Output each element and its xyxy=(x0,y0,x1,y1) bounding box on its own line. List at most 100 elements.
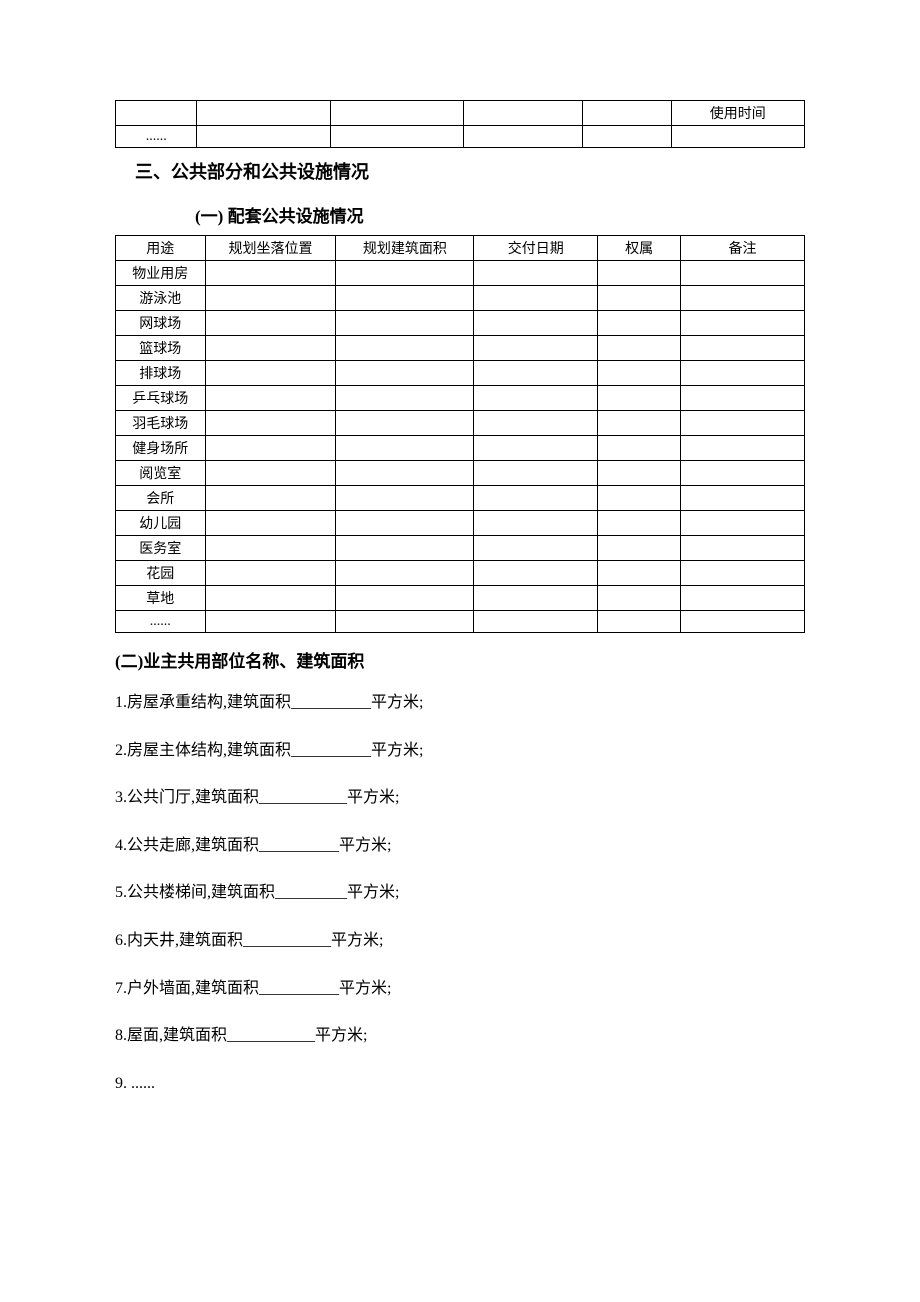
table-row: 草地 xyxy=(116,586,805,611)
table-cell xyxy=(336,611,474,633)
table-cell xyxy=(598,286,681,311)
table-cell xyxy=(205,586,336,611)
table-cell xyxy=(474,386,598,411)
table-cell xyxy=(474,311,598,336)
table-cell xyxy=(598,486,681,511)
table-row: 会所 xyxy=(116,486,805,511)
table-cell xyxy=(474,286,598,311)
table-header-cell: 权属 xyxy=(598,236,681,261)
subsection-1-heading: (一) 配套公共设施情况 xyxy=(195,202,805,227)
table-cell xyxy=(336,311,474,336)
table-cell xyxy=(680,561,804,586)
table-cell: 幼儿园 xyxy=(116,511,206,536)
table-cell xyxy=(336,586,474,611)
table-cell xyxy=(205,286,336,311)
table-row: 游泳池 xyxy=(116,286,805,311)
table-cell xyxy=(598,361,681,386)
table-cell xyxy=(680,611,804,633)
table-cell: 草地 xyxy=(116,586,206,611)
table-header-cell: 用途 xyxy=(116,236,206,261)
table-cell: 花园 xyxy=(116,561,206,586)
table-cell xyxy=(680,386,804,411)
shared-area-line: 8.屋面,建筑面积___________平方米; xyxy=(115,1023,805,1049)
shared-area-line: 5.公共楼梯间,建筑面积_________平方米; xyxy=(115,880,805,906)
table-cell xyxy=(205,536,336,561)
table-cell xyxy=(205,461,336,486)
table-cell xyxy=(598,461,681,486)
shared-area-line: 3.公共门厅,建筑面积___________平方米; xyxy=(115,785,805,811)
table-cell xyxy=(671,126,804,148)
public-facilities-table: 用途规划坐落位置规划建筑面积交付日期权属备注 物业用房游泳池网球场篮球场排球场乒… xyxy=(115,235,805,633)
table-cell xyxy=(598,511,681,536)
table-cell xyxy=(336,561,474,586)
table-header-cell: 规划建筑面积 xyxy=(336,236,474,261)
top-continuation-table: 使用时间...... xyxy=(115,100,805,148)
table-cell xyxy=(598,336,681,361)
table-cell xyxy=(330,126,463,148)
table-cell xyxy=(680,586,804,611)
table-cell xyxy=(197,101,330,126)
table-row: 网球场 xyxy=(116,311,805,336)
shared-area-line: 9. ...... xyxy=(115,1071,805,1097)
table-header-cell: 规划坐落位置 xyxy=(205,236,336,261)
subsection-2-heading: (二)业主共用部位名称、建筑面积 xyxy=(115,647,805,672)
table-cell xyxy=(680,461,804,486)
table-cell xyxy=(336,486,474,511)
table-row: 篮球场 xyxy=(116,336,805,361)
table-cell: 游泳池 xyxy=(116,286,206,311)
table-cell xyxy=(582,101,671,126)
table-cell xyxy=(474,361,598,386)
table-cell xyxy=(205,486,336,511)
table-cell xyxy=(474,586,598,611)
table-cell xyxy=(680,436,804,461)
table-cell xyxy=(598,411,681,436)
table-row: 医务室 xyxy=(116,536,805,561)
table-cell xyxy=(474,336,598,361)
table-cell xyxy=(197,126,330,148)
table-cell xyxy=(336,361,474,386)
table-cell xyxy=(336,536,474,561)
table-cell xyxy=(474,461,598,486)
table-cell xyxy=(680,536,804,561)
table-header-cell: 交付日期 xyxy=(474,236,598,261)
table-cell xyxy=(205,436,336,461)
table-cell xyxy=(474,611,598,633)
table-row: 阅览室 xyxy=(116,461,805,486)
table-cell xyxy=(598,311,681,336)
table-cell: ...... xyxy=(116,611,206,633)
table-cell xyxy=(336,336,474,361)
table-cell xyxy=(464,101,583,126)
table-cell xyxy=(598,386,681,411)
table-cell xyxy=(336,436,474,461)
table-cell xyxy=(598,436,681,461)
table-cell xyxy=(205,511,336,536)
table-cell xyxy=(116,101,197,126)
table-cell xyxy=(598,586,681,611)
shared-area-line: 2.房屋主体结构,建筑面积__________平方米; xyxy=(115,738,805,764)
table-cell xyxy=(474,511,598,536)
table-row: 使用时间 xyxy=(116,101,805,126)
table-cell xyxy=(680,486,804,511)
shared-area-line: 7.户外墙面,建筑面积__________平方米; xyxy=(115,976,805,1002)
table-cell xyxy=(680,411,804,436)
table-row: 乒乓球场 xyxy=(116,386,805,411)
section-3-heading: 三、公共部分和公共设施情况 xyxy=(135,158,805,184)
table-cell xyxy=(474,411,598,436)
table-cell xyxy=(336,411,474,436)
table-cell: 会所 xyxy=(116,486,206,511)
table-cell xyxy=(205,336,336,361)
table-row: ...... xyxy=(116,126,805,148)
table-cell xyxy=(474,561,598,586)
shared-area-line: 1.房屋承重结构,建筑面积__________平方米; xyxy=(115,690,805,716)
table-cell: 乒乓球场 xyxy=(116,386,206,411)
table-cell xyxy=(680,361,804,386)
table-cell xyxy=(464,126,583,148)
table-cell xyxy=(336,261,474,286)
table-row: 健身场所 xyxy=(116,436,805,461)
table-cell xyxy=(598,536,681,561)
table-row: 羽毛球场 xyxy=(116,411,805,436)
table-cell xyxy=(474,261,598,286)
table-cell: 健身场所 xyxy=(116,436,206,461)
table-cell xyxy=(474,486,598,511)
table-cell: 使用时间 xyxy=(671,101,804,126)
